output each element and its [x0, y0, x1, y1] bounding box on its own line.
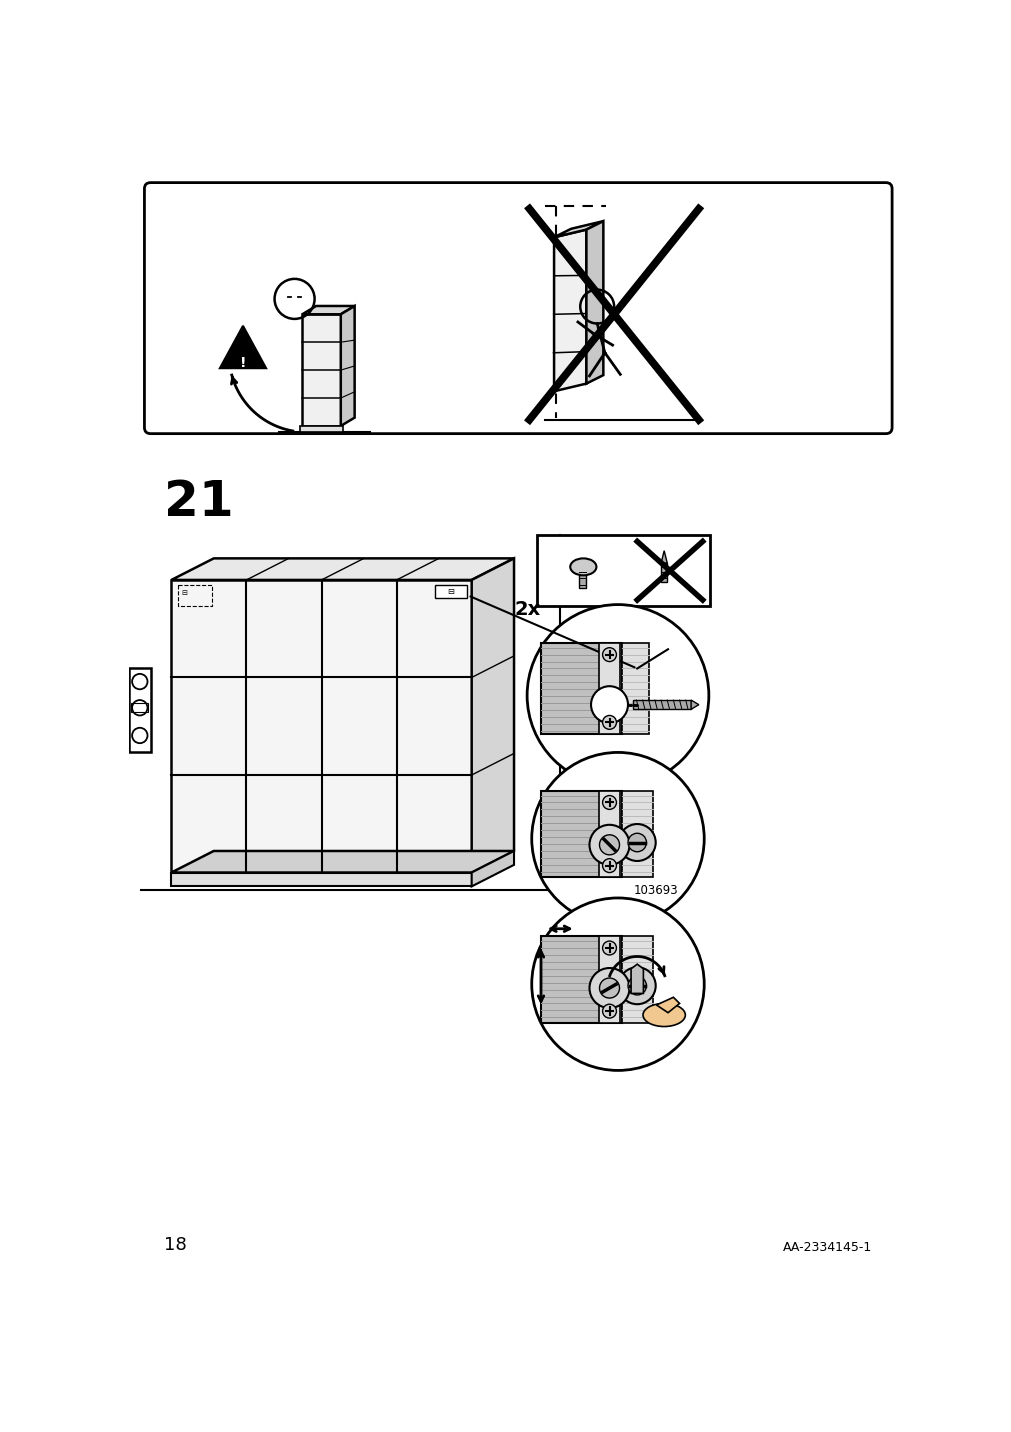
Bar	[537, 536, 710, 606]
Circle shape	[618, 967, 655, 1004]
Text: AA-2334145-1: AA-2334145-1	[783, 1240, 871, 1253]
Circle shape	[602, 1004, 616, 1018]
Text: 21: 21	[164, 478, 234, 527]
Bar	[171, 580, 471, 872]
Ellipse shape	[569, 558, 595, 576]
Bar	[435, 584, 467, 599]
Circle shape	[618, 823, 655, 861]
Polygon shape	[660, 551, 666, 563]
Bar	[621, 937, 652, 1022]
Polygon shape	[631, 964, 643, 994]
Text: 103693: 103693	[633, 884, 677, 896]
Bar	[128, 667, 151, 752]
Bar	[541, 643, 621, 735]
Polygon shape	[656, 997, 679, 1012]
Circle shape	[628, 977, 646, 995]
Polygon shape	[302, 306, 354, 314]
Circle shape	[531, 898, 704, 1071]
Circle shape	[602, 796, 616, 809]
Bar	[302, 314, 341, 425]
Bar	[599, 790, 620, 878]
Polygon shape	[471, 851, 514, 886]
Bar	[541, 790, 621, 878]
Polygon shape	[341, 306, 354, 425]
Polygon shape	[171, 851, 514, 872]
Circle shape	[588, 968, 629, 1008]
Polygon shape	[171, 558, 514, 580]
Polygon shape	[585, 221, 603, 384]
Circle shape	[602, 941, 616, 955]
FancyBboxPatch shape	[145, 183, 892, 434]
Circle shape	[599, 978, 619, 998]
Bar	[621, 790, 652, 878]
Bar	[599, 937, 620, 1022]
Circle shape	[628, 833, 646, 852]
Bar	[299, 425, 343, 432]
Text: ⊟: ⊟	[181, 590, 187, 596]
Polygon shape	[471, 558, 514, 872]
Polygon shape	[554, 221, 603, 238]
Bar	[599, 643, 620, 735]
Polygon shape	[554, 229, 585, 391]
Circle shape	[602, 716, 616, 729]
Circle shape	[527, 604, 708, 786]
Ellipse shape	[642, 1004, 684, 1027]
Circle shape	[590, 686, 628, 723]
Bar	[171, 872, 471, 886]
Bar	[541, 937, 621, 1022]
Circle shape	[602, 647, 616, 662]
Polygon shape	[691, 700, 699, 709]
Bar	[177, 584, 212, 606]
Text: 2x: 2x	[514, 600, 540, 619]
Circle shape	[588, 825, 629, 865]
Bar	[579, 567, 585, 589]
Circle shape	[531, 752, 704, 925]
Bar	[621, 643, 648, 735]
Bar	[660, 563, 666, 583]
Circle shape	[599, 835, 619, 855]
Bar	[633, 700, 691, 709]
Text: !: !	[240, 355, 246, 369]
Bar	[131, 703, 149, 712]
Text: 18: 18	[164, 1236, 186, 1253]
Circle shape	[602, 859, 616, 872]
Text: ⊟: ⊟	[447, 587, 454, 596]
Polygon shape	[219, 326, 266, 368]
